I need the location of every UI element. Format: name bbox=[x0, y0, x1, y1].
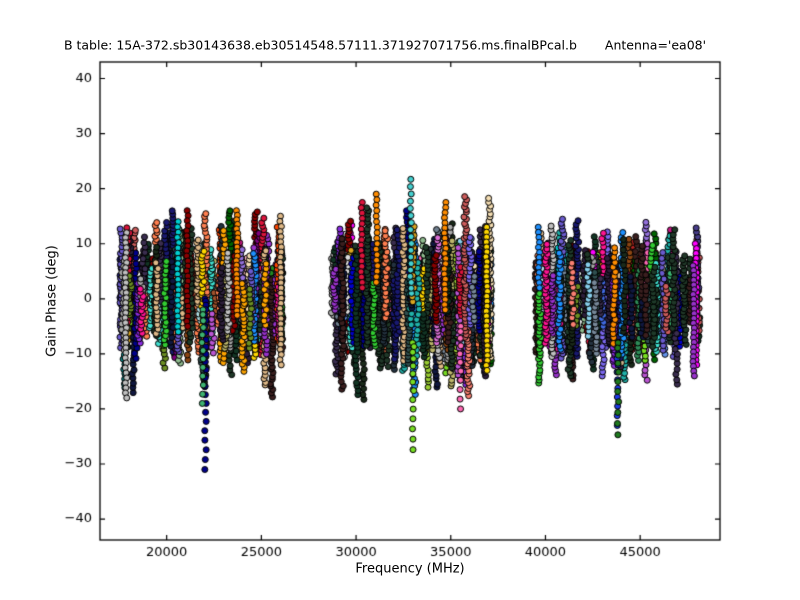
y-axis-label: Gain Phase (deg) bbox=[44, 245, 60, 357]
antenna-annotation: Antenna='ea08' bbox=[604, 37, 707, 53]
plot-title: B table: 15A-372.sb30143638.eb30514548.5… bbox=[63, 37, 577, 53]
x-axis-label: Frequency (MHz) bbox=[355, 561, 465, 577]
plot-header: B table: 15A-372.sb30143638.eb30514548.5… bbox=[64, 38, 706, 53]
